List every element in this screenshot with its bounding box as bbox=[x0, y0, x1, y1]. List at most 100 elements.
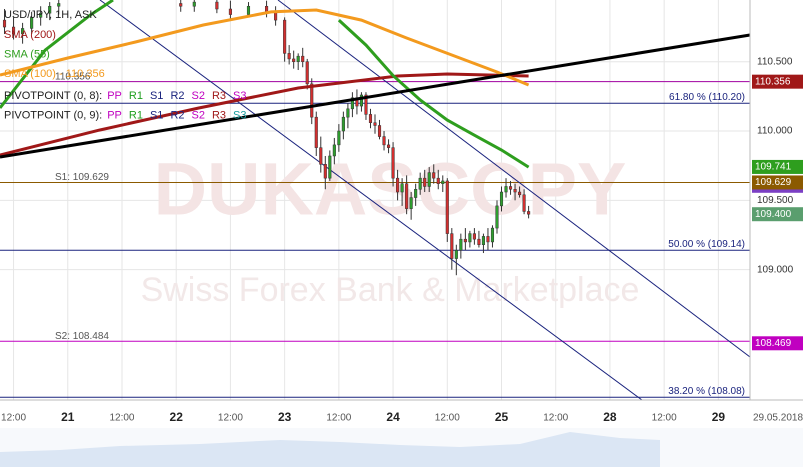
candle-body bbox=[301, 55, 305, 62]
sma-line bbox=[0, 8, 530, 87]
candle-body bbox=[518, 191, 522, 196]
candle-body bbox=[396, 177, 400, 193]
candle-body bbox=[427, 172, 431, 187]
candle-body bbox=[436, 177, 440, 184]
axes: 109.000 109.500 110.000 110.500 12:00 21 12:00… bbox=[1, 56, 803, 424]
candle-body bbox=[292, 58, 296, 62]
price-tag bbox=[752, 207, 803, 222]
drawings bbox=[99, 0, 750, 400]
x-tick-label: 22 bbox=[170, 410, 184, 424]
candle-body bbox=[400, 183, 404, 193]
candle-body bbox=[445, 180, 449, 234]
candle-body bbox=[477, 238, 481, 245]
candle-body bbox=[265, 5, 269, 13]
sma-line bbox=[337, 18, 530, 169]
y-tick-label: 109.500 bbox=[757, 195, 794, 206]
channel-line bbox=[277, 0, 750, 358]
candle-body bbox=[423, 177, 427, 187]
candle-body bbox=[463, 238, 467, 243]
legend-entry: SMA (55) bbox=[4, 48, 50, 60]
price-tag bbox=[752, 74, 803, 89]
candle-body bbox=[368, 114, 373, 123]
candle-body bbox=[287, 53, 291, 60]
pivot-legend-item: R3 bbox=[212, 109, 226, 121]
candle-body bbox=[382, 136, 386, 146]
candle-body bbox=[454, 250, 458, 259]
candle-body bbox=[432, 172, 436, 179]
sma-line bbox=[0, 0, 114, 109]
candle-body bbox=[228, 8, 232, 15]
candle-body bbox=[441, 180, 445, 184]
candle-body bbox=[328, 155, 332, 179]
candle-body bbox=[414, 189, 418, 198]
candle-body bbox=[373, 122, 377, 126]
pivot-legend-item: R2 bbox=[170, 90, 184, 102]
candle-body bbox=[504, 186, 508, 193]
x-tick-label: 12:00 bbox=[326, 413, 351, 424]
legend-entry: SMA (100) - 110.356 bbox=[4, 68, 105, 80]
candle-body bbox=[472, 233, 476, 240]
price-tag bbox=[752, 336, 803, 351]
candle-body bbox=[459, 238, 463, 251]
candle-body bbox=[2, 19, 7, 28]
candle-body bbox=[508, 186, 513, 190]
candle-body bbox=[57, 3, 61, 7]
channel-line bbox=[99, 0, 643, 400]
price-tag bbox=[752, 159, 803, 174]
pivot-legend-item: R3 bbox=[212, 90, 226, 102]
candle-body bbox=[30, 17, 34, 29]
watermark-subtitle: Swiss Forex Bank & Marketplace bbox=[141, 271, 640, 309]
candle-body bbox=[513, 189, 517, 193]
y-tick-label: 110.500 bbox=[757, 56, 793, 67]
candle-body bbox=[192, 1, 196, 7]
sma-line bbox=[0, 72, 529, 157]
x-tick-label: 29 bbox=[712, 410, 726, 424]
pivot-legend-item: S3 bbox=[233, 90, 246, 102]
y-tick-label: 109.000 bbox=[757, 264, 794, 275]
candle-body bbox=[350, 97, 354, 110]
candle-body bbox=[405, 183, 409, 209]
x-tick-label: 21 bbox=[61, 410, 75, 424]
x-tick-label: 23 bbox=[278, 410, 292, 424]
candle-body bbox=[377, 125, 382, 137]
x-tick-label: 12:00 bbox=[109, 413, 134, 424]
candle-body bbox=[296, 55, 300, 62]
x-tick-label: 25 bbox=[495, 410, 509, 424]
price-tag-label: 109.400 bbox=[755, 209, 792, 220]
candle-body bbox=[450, 233, 454, 259]
x-tick-label: 24 bbox=[386, 410, 400, 424]
pivot-legend-item: R1 bbox=[129, 90, 143, 102]
candle-body bbox=[418, 177, 422, 190]
candle-body bbox=[215, 1, 219, 10]
candle-body bbox=[341, 116, 345, 132]
pivot-legend-item: S2 bbox=[192, 109, 205, 121]
level-label: S1: 109.629 bbox=[55, 172, 109, 183]
candle-body bbox=[12, 26, 16, 35]
plot-area bbox=[0, 0, 531, 276]
x-tick-label: 12:00 bbox=[652, 413, 677, 424]
candle-body bbox=[48, 5, 52, 14]
pivot-legend-item: R1 bbox=[129, 109, 143, 121]
x-tick-label: 12:00 bbox=[435, 413, 460, 424]
pivot-legend-item: S1 bbox=[150, 90, 163, 102]
legend-entry: SMA (200) bbox=[4, 29, 56, 41]
candle-body bbox=[39, 12, 43, 18]
x-tick-label: 12:00 bbox=[218, 413, 243, 424]
level-label: 110.356 bbox=[55, 71, 91, 82]
watermark: DUKASCOPY bbox=[154, 148, 627, 231]
candle-body bbox=[481, 236, 485, 245]
price-tag-label: 110.356 bbox=[755, 76, 791, 87]
pivot-legend-name: PIVOTPOINT (0, 9): bbox=[4, 109, 102, 121]
legend: USD/JPY, 1H, ASK SMA (200) SMA (55) SMA (10… bbox=[4, 9, 247, 122]
level-label: 61.80 % (110.20) bbox=[669, 92, 745, 103]
candle-body bbox=[499, 191, 504, 207]
candle-body bbox=[522, 194, 526, 212]
candle-body bbox=[319, 147, 323, 165]
candle-body bbox=[495, 205, 499, 229]
price-tag-label: 108.469 bbox=[755, 338, 792, 349]
levels: S1: 109.629 S2: 108.484 110.356 61.80 % (11… bbox=[0, 71, 750, 398]
candle-body bbox=[283, 19, 287, 54]
date-label: 29.05.2018 bbox=[753, 413, 803, 424]
x-tick-label: 28 bbox=[603, 410, 617, 424]
